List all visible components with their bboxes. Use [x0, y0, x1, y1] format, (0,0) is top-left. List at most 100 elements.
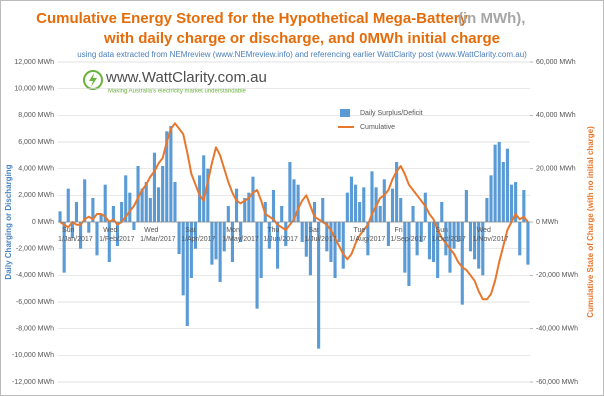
bar	[370, 171, 374, 222]
bar	[267, 222, 271, 249]
bar	[230, 222, 234, 262]
logo: www.WattClarity.com.au Making Australia'…	[83, 69, 267, 95]
bar	[222, 222, 226, 252]
bar	[333, 222, 337, 278]
y-tick-label: 10,000 MWh	[14, 86, 54, 93]
bar	[509, 184, 514, 222]
y-tick-label: 4,000 MWh	[18, 166, 54, 173]
bar	[251, 176, 255, 222]
bar	[292, 179, 296, 222]
y-tick-label: -4,000 MWh	[16, 272, 54, 279]
bar	[431, 222, 436, 262]
x-tick-date: 1/Oct/2017	[432, 236, 466, 243]
bar	[62, 222, 66, 273]
x-tick-day: Sat	[185, 227, 196, 234]
bar	[403, 222, 407, 273]
y-tick-label: 12,000 MWh	[14, 59, 54, 66]
bar	[452, 222, 456, 249]
bar	[390, 188, 395, 222]
bar	[505, 148, 509, 222]
bar	[341, 222, 345, 269]
x-tick-date: 1/Nov/2017	[473, 236, 509, 243]
logo-tagline: Making Australia's electricity market un…	[108, 89, 247, 95]
x-tick-label: Wed 1/Mar/2017	[140, 227, 176, 243]
bar	[280, 206, 284, 222]
bar	[395, 162, 399, 222]
y2-tick-label: -60,000 MWh	[536, 379, 578, 386]
bar	[362, 187, 366, 222]
bar	[288, 162, 292, 222]
bar	[169, 126, 173, 222]
bar	[144, 182, 148, 222]
bar	[378, 206, 382, 222]
x-tick-day: Thu	[267, 227, 279, 234]
x-tick-label: Tue 1/Aug/2017	[349, 227, 385, 243]
bar	[239, 222, 243, 242]
bar	[296, 184, 300, 222]
bar	[514, 182, 518, 222]
bar	[411, 206, 415, 222]
bar	[464, 190, 468, 222]
y-tick-label: 2,000 MWh	[18, 192, 54, 199]
bar	[399, 198, 403, 222]
bar	[83, 179, 87, 222]
x-tick-day: Wed	[477, 227, 491, 234]
x-tick-label: Thu 1/Jun/2017	[263, 227, 298, 243]
bar	[74, 202, 79, 222]
bar	[312, 202, 317, 222]
y2-tick-label: 0 MWh	[536, 219, 558, 226]
bar	[366, 222, 370, 256]
bar	[436, 222, 440, 278]
bar	[271, 190, 276, 222]
bar	[427, 222, 432, 260]
bar	[99, 214, 103, 222]
y2-axis-label: Cumulative State of Charge (with no init…	[586, 126, 595, 318]
y-axis-label: Daily Charging or Discharging	[4, 164, 13, 279]
bar	[325, 222, 329, 252]
bar	[177, 222, 181, 254]
x-tick-day: Wed	[144, 227, 158, 234]
bar	[234, 188, 239, 222]
bar	[193, 222, 198, 249]
bar	[489, 175, 493, 222]
bar	[308, 222, 312, 276]
x-tick-label: Sat 1/Jul/2017	[304, 227, 336, 243]
y-tick-label: -12,000 MWh	[12, 379, 54, 386]
bar	[485, 198, 489, 222]
bar	[247, 192, 251, 222]
title-note: (in MWh),	[458, 10, 525, 27]
x-tick-label: Sun 1/Jan/2017	[58, 227, 93, 243]
bar	[304, 222, 308, 257]
bar	[111, 206, 115, 222]
bar	[210, 222, 214, 265]
logo-name: www.WattClarity.com.au	[105, 69, 267, 86]
x-tick-day: Sun	[62, 227, 75, 234]
subtitle: using data extracted from NEMreview (www…	[77, 50, 527, 59]
bar	[321, 198, 325, 222]
bar	[161, 166, 165, 222]
bar	[185, 222, 189, 326]
x-tick-day: Tue	[353, 227, 365, 234]
x-tick-day: Sat	[308, 227, 319, 234]
legend-label: Daily Surplus/Deficit	[360, 110, 423, 117]
y2-tick-label: 20,000 MWh	[536, 166, 576, 173]
y-tick-label: 0 MWh	[32, 219, 54, 226]
bar	[386, 222, 390, 246]
bar	[173, 182, 177, 222]
bar	[317, 222, 321, 349]
legend-label: Cumulative	[360, 124, 395, 131]
bar	[415, 222, 419, 256]
bar	[493, 144, 497, 222]
bar	[481, 222, 485, 276]
bar	[501, 162, 505, 222]
x-tick-date: 1/May/2017	[222, 236, 259, 243]
bar	[284, 222, 288, 246]
bar	[243, 198, 247, 222]
x-tick-date: 1/Apr/2017	[181, 236, 215, 243]
bar	[214, 222, 218, 260]
bar	[255, 222, 259, 309]
y-tick-label: -2,000 MWh	[16, 246, 54, 253]
bar	[468, 222, 473, 252]
bar	[226, 206, 230, 222]
